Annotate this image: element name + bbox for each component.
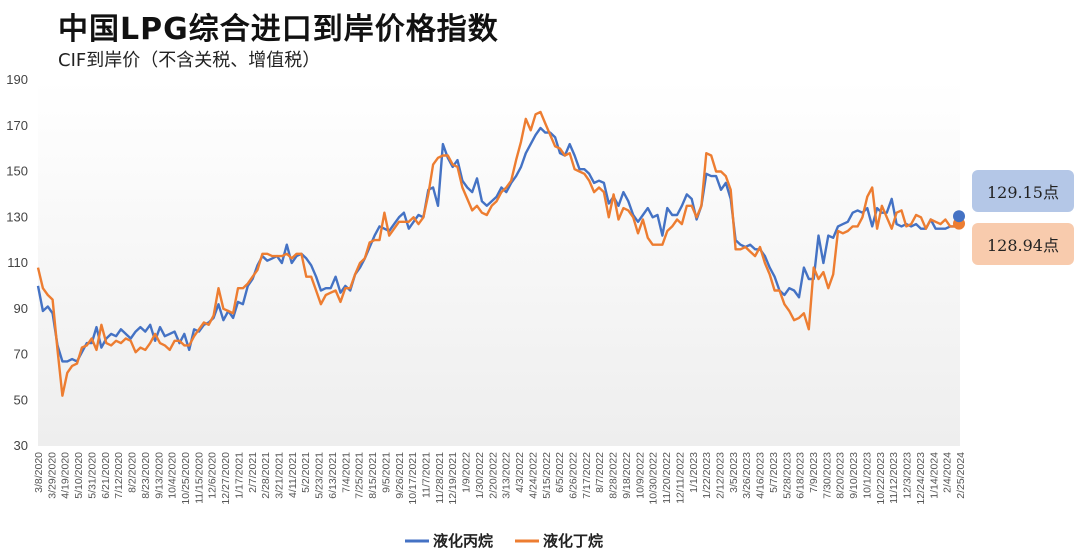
x-tick-label: 12/24/2023 (915, 452, 927, 505)
x-tick-label: 4/19/2020 (60, 452, 72, 499)
x-tick-label: 2/28/2021 (260, 452, 272, 499)
x-tick-label: 11/28/2021 (434, 452, 446, 504)
x-tick-label: 5/23/2021 (314, 452, 326, 499)
x-tick-label: 10/22/2023 (875, 452, 887, 505)
x-tick-label: 8/23/2020 (140, 452, 152, 499)
propane-callout: 129.15点 (972, 170, 1074, 212)
x-tick-label: 12/27/2020 (220, 452, 232, 505)
x-tick-label: 8/28/2022 (608, 452, 620, 499)
x-tick-label: 4/11/2021 (287, 452, 299, 498)
x-tick-label: 2/20/2022 (487, 452, 499, 499)
x-tick-label: 7/12/2020 (113, 452, 125, 499)
x-tick-label: 8/7/2022 (594, 452, 606, 493)
y-tick-label: 30 (14, 438, 28, 453)
x-tick-label: 10/17/2021 (407, 452, 419, 505)
x-tick-label: 8/20/2023 (835, 452, 847, 499)
x-tick-label: 9/18/2022 (621, 452, 633, 499)
x-tick-label: 12/19/2021 (447, 452, 459, 505)
x-tick-label: 6/13/2021 (327, 452, 339, 499)
x-tick-label: 1/17/2021 (233, 452, 245, 499)
y-tick-label: 110 (7, 255, 28, 270)
series-line-butane (36, 110, 961, 397)
x-tick-label: 3/21/2021 (274, 452, 286, 499)
x-tick-label: 1/14/2024 (928, 452, 940, 499)
x-tick-label: 1/30/2022 (474, 452, 486, 499)
x-tick-label: 5/2/2021 (300, 452, 312, 493)
y-tick-label: 190 (6, 72, 28, 87)
x-tick-label: 11/15/2020 (193, 452, 205, 504)
x-tick-label: 12/11/2022 (674, 452, 686, 504)
x-tick-label: 12/6/2020 (207, 452, 219, 499)
x-tick-label: 8/15/2021 (367, 452, 379, 499)
x-tick-label: 10/25/2020 (180, 452, 192, 505)
chart-subtitle: CIF到岸价（不含关税、增值税） (58, 50, 321, 71)
x-tick-label: 9/5/2021 (380, 452, 392, 493)
x-tick-label: 3/8/2020 (33, 452, 45, 493)
y-tick-label: 150 (6, 164, 28, 179)
x-tick-label: 5/10/2020 (73, 452, 85, 499)
x-tick-label: 9/26/2021 (394, 452, 406, 499)
x-tick-label: 11/7/2021 (421, 452, 433, 498)
x-tick-label: 1/22/2023 (701, 452, 713, 499)
x-tick-label: 7/4/2021 (340, 452, 352, 493)
x-tick-label: 5/31/2020 (86, 452, 98, 499)
x-tick-label: 5/7/2023 (768, 452, 780, 493)
x-tick-label: 10/1/2023 (861, 452, 873, 499)
y-tick-label: 170 (6, 118, 28, 133)
x-tick-label: 6/26/2022 (567, 452, 579, 499)
y-tick-label: 90 (14, 301, 28, 316)
x-tick-label: 10/9/2022 (634, 452, 646, 499)
x-tick-label: 3/29/2020 (46, 452, 58, 499)
x-tick-label: 8/2/2020 (127, 452, 139, 493)
x-tick-label: 5/28/2023 (781, 452, 793, 499)
x-tick-label: 3/26/2023 (741, 452, 753, 499)
x-tick-label: 11/20/2022 (661, 452, 673, 504)
x-tick-label: 2/12/2023 (714, 452, 726, 499)
x-tick-label: 3/13/2022 (501, 452, 513, 499)
x-tick-label: 4/16/2023 (755, 452, 767, 499)
chart-title: 中国LPG综合进口到岸价格指数 (58, 12, 499, 47)
x-tick-label: 6/5/2022 (554, 452, 566, 493)
plot-area (38, 80, 960, 446)
x-tick-label: 9/13/2020 (153, 452, 165, 499)
x-tick-label: 10/30/2022 (648, 452, 660, 505)
y-tick-label: 70 (14, 347, 28, 362)
x-tick-label: 3/5/2023 (728, 452, 740, 493)
x-tick-label: 5/15/2022 (541, 452, 553, 499)
x-tick-label: 1/9/2022 (461, 452, 473, 493)
x-tick-label: 10/4/2020 (167, 452, 179, 499)
x-tick-label: 11/12/2023 (888, 452, 900, 504)
x-tick-label: 4/24/2022 (527, 452, 539, 499)
y-tick-label: 130 (6, 209, 28, 224)
y-tick-label: 50 (14, 392, 28, 407)
x-tick-label: 12/3/2023 (902, 452, 914, 499)
x-tick-label: 7/9/2023 (808, 452, 820, 493)
end-marker-propane (953, 210, 965, 223)
x-tick-label: 9/10/2023 (848, 452, 860, 499)
x-tick-label: 7/17/2022 (581, 452, 593, 499)
x-tick-label: 1/1/2023 (688, 452, 700, 493)
legend-item-propane-label: 液化丙烷 (433, 532, 493, 550)
x-tick-label: 2/4/2024 (942, 452, 954, 493)
x-tick-label: 6/21/2020 (100, 452, 112, 499)
x-tick-label: 7/25/2021 (354, 452, 366, 499)
x-tick-label: 7/30/2023 (821, 452, 833, 499)
x-tick-label: 2/25/2024 (955, 452, 967, 499)
butane-callout: 128.94点 (972, 223, 1074, 265)
x-tick-label: 2/7/2021 (247, 452, 259, 493)
legend-item-butane-label: 液化丁烷 (543, 532, 603, 550)
x-tick-label: 6/18/2023 (795, 452, 807, 499)
x-tick-label: 4/3/2022 (514, 452, 526, 493)
